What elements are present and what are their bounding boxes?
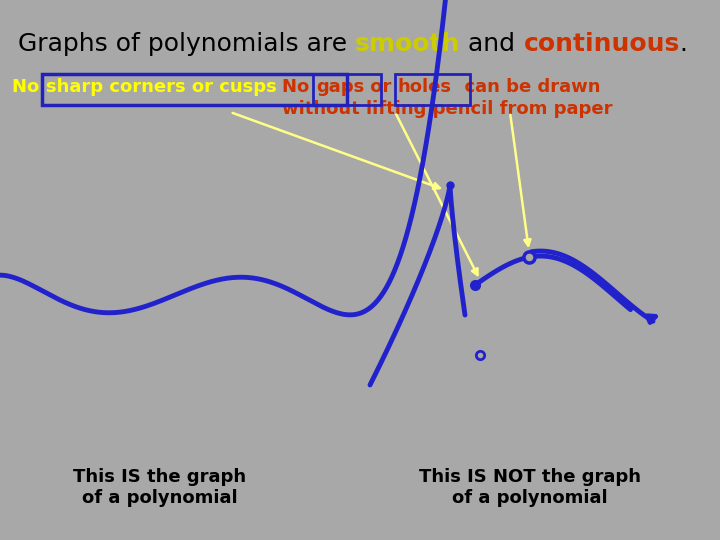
Text: holes: holes (397, 78, 451, 96)
Text: gaps: gaps (316, 78, 364, 96)
Text: can be drawn: can be drawn (451, 78, 600, 96)
Text: This IS NOT the graph
of a polynomial: This IS NOT the graph of a polynomial (419, 468, 641, 507)
Text: This IS the graph
of a polynomial: This IS the graph of a polynomial (73, 468, 246, 507)
Text: or: or (364, 78, 397, 96)
Text: No: No (282, 78, 316, 96)
Text: .: . (680, 32, 688, 56)
Text: sharp corners or cusps: sharp corners or cusps (45, 78, 276, 96)
Text: Graphs of polynomials are: Graphs of polynomials are (18, 32, 355, 56)
Text: and: and (461, 32, 523, 56)
Text: without lifting pencil from paper: without lifting pencil from paper (282, 100, 613, 118)
Text: continuous: continuous (523, 32, 680, 56)
Text: smooth: smooth (355, 32, 461, 56)
Text: No: No (12, 78, 45, 96)
